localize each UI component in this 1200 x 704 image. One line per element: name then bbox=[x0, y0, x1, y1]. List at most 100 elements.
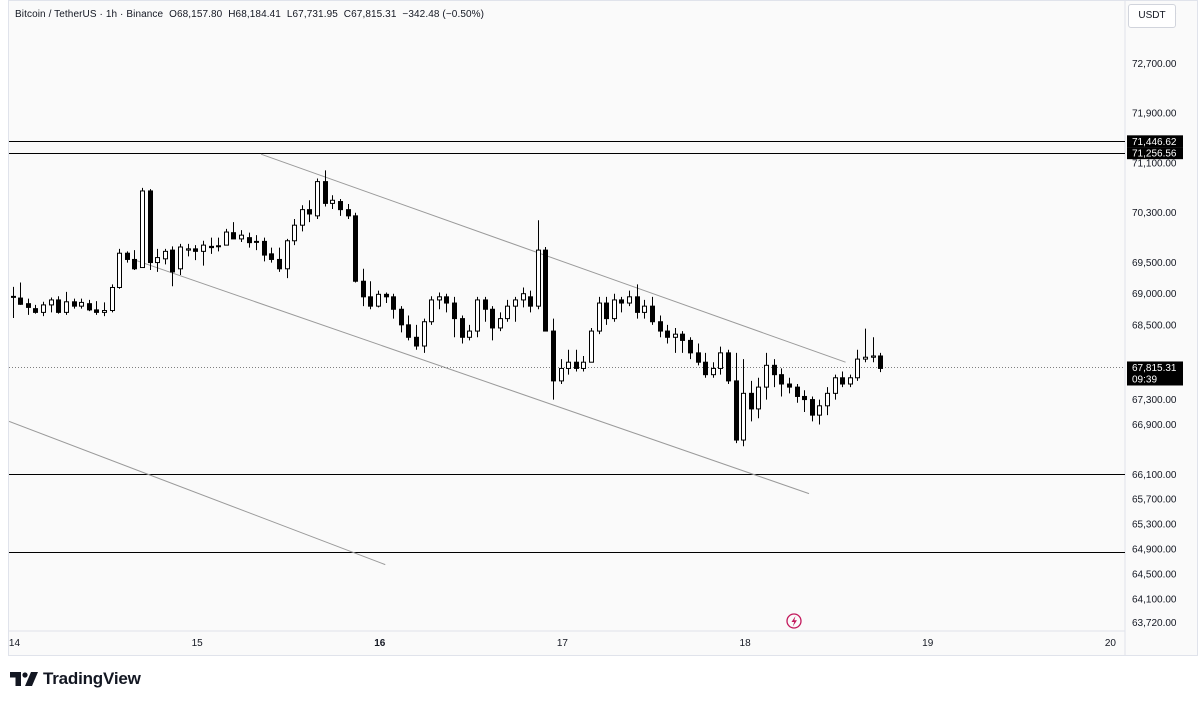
candle-body bbox=[94, 309, 99, 313]
price-tick-label: 64,500.00 bbox=[1132, 569, 1177, 580]
candle-body bbox=[422, 321, 427, 347]
candle-body bbox=[444, 296, 449, 304]
candle-body bbox=[33, 308, 38, 313]
candle-body bbox=[231, 232, 236, 240]
candle-body bbox=[696, 352, 701, 363]
price-tick-label: 66,100.00 bbox=[1132, 470, 1177, 481]
price-tick-label: 66,900.00 bbox=[1132, 420, 1177, 431]
tradingview-logo-text: TradingView bbox=[43, 669, 141, 688]
candle-body bbox=[307, 209, 312, 215]
candle-body bbox=[840, 377, 845, 385]
candle-body bbox=[536, 249, 541, 307]
lightning-icon[interactable] bbox=[786, 613, 802, 629]
candle-body bbox=[878, 355, 883, 369]
time-tick-label: 15 bbox=[192, 638, 204, 649]
candle-body bbox=[224, 231, 229, 246]
candle-body bbox=[391, 296, 396, 310]
time-tick-label: 20 bbox=[1105, 638, 1117, 649]
candle-body bbox=[764, 364, 769, 388]
high-value: H68,184.41 bbox=[228, 9, 281, 20]
candle-body bbox=[323, 181, 328, 204]
candle-body bbox=[269, 253, 274, 260]
candle-body bbox=[779, 374, 784, 385]
candle-body bbox=[848, 377, 853, 385]
time-axis[interactable]: 14 15 16 17 18 19 20 bbox=[9, 638, 1116, 649]
candle-body bbox=[239, 234, 244, 240]
plot-area[interactable] bbox=[9, 141, 1125, 566]
candle-body bbox=[452, 302, 457, 320]
candle-body bbox=[513, 299, 518, 307]
price-tick-label: 65,700.00 bbox=[1132, 495, 1177, 506]
candle-body bbox=[148, 190, 153, 264]
tradingview-logo-icon bbox=[10, 672, 38, 686]
candle-body bbox=[18, 297, 23, 305]
candle-body bbox=[802, 395, 807, 401]
candle-body bbox=[72, 301, 77, 307]
price-axis[interactable]: 73,500.0072,700.0071,900.0071,100.0070,3… bbox=[1132, 9, 1177, 629]
candle-body bbox=[163, 250, 168, 260]
candle-body bbox=[376, 293, 381, 307]
time-tick-label: 17 bbox=[557, 638, 569, 649]
candle-body bbox=[551, 330, 556, 382]
candle-body bbox=[680, 333, 685, 341]
tradingview-logo[interactable]: TradingView bbox=[10, 668, 141, 690]
candle-body bbox=[87, 303, 92, 311]
candle-body bbox=[833, 377, 838, 394]
candle-body bbox=[635, 296, 640, 313]
candle-body bbox=[102, 310, 107, 313]
price-tick-label: 64,900.00 bbox=[1132, 545, 1177, 556]
close-value: C67,815.31 bbox=[343, 9, 397, 20]
symbol-header: Bitcoin / TetherUS · 1h · Binance O68,15… bbox=[15, 9, 484, 20]
candle-body bbox=[79, 301, 84, 307]
candle-body bbox=[460, 318, 465, 338]
candle-body bbox=[528, 296, 533, 307]
change-value: −342.48 (−0.50%) bbox=[402, 9, 485, 20]
level-price-tag-text: 71,446.62 bbox=[1132, 137, 1177, 148]
currency-badge[interactable]: USDT bbox=[1128, 4, 1176, 28]
candle-body bbox=[346, 209, 351, 217]
price-tick-label: 63,720.00 bbox=[1132, 618, 1177, 629]
candle-body bbox=[117, 252, 122, 288]
candle-body bbox=[132, 258, 137, 270]
candle-body bbox=[665, 330, 670, 338]
candle-body bbox=[688, 339, 693, 354]
open-value: O68,157.80 bbox=[169, 9, 223, 20]
candle-body bbox=[711, 367, 716, 376]
candle-body bbox=[642, 305, 647, 313]
candle-body bbox=[64, 301, 69, 313]
candle-body bbox=[110, 286, 115, 312]
channel-trend-line bbox=[133, 258, 810, 495]
candle-body bbox=[543, 249, 548, 332]
price-tick-label: 72,700.00 bbox=[1132, 59, 1177, 70]
candle-body bbox=[254, 240, 259, 243]
candle-body bbox=[125, 252, 130, 260]
candle-body bbox=[871, 355, 876, 358]
last-price-tag-text: 67,815.31 bbox=[1132, 363, 1177, 374]
candle-body bbox=[209, 245, 214, 249]
candle-body bbox=[795, 386, 800, 397]
time-tick-label: 18 bbox=[740, 638, 752, 649]
level-price-tag bbox=[1127, 135, 1183, 148]
candle-body bbox=[361, 280, 366, 298]
candle-body bbox=[247, 237, 252, 244]
symbol-title[interactable]: Bitcoin / TetherUS · 1h · Binance bbox=[15, 9, 164, 20]
candle-body bbox=[718, 352, 723, 369]
candle-body bbox=[521, 293, 526, 301]
price-tick-label: 71,100.00 bbox=[1132, 158, 1177, 169]
candle-body bbox=[581, 361, 586, 369]
price-tick-label: 68,500.00 bbox=[1132, 320, 1177, 331]
candle-body bbox=[559, 367, 564, 382]
candle-body bbox=[726, 352, 731, 382]
candle-body bbox=[186, 248, 191, 251]
candle-body bbox=[315, 181, 320, 217]
chart-frame[interactable] bbox=[8, 0, 1198, 656]
candle-body bbox=[330, 199, 335, 204]
candle-body bbox=[368, 296, 373, 307]
candle-body bbox=[741, 392, 746, 441]
candle-body bbox=[498, 318, 503, 329]
channel-trend-line bbox=[260, 153, 846, 363]
candle-body bbox=[756, 386, 761, 410]
candle-body bbox=[26, 303, 31, 308]
candle-body bbox=[825, 392, 830, 407]
